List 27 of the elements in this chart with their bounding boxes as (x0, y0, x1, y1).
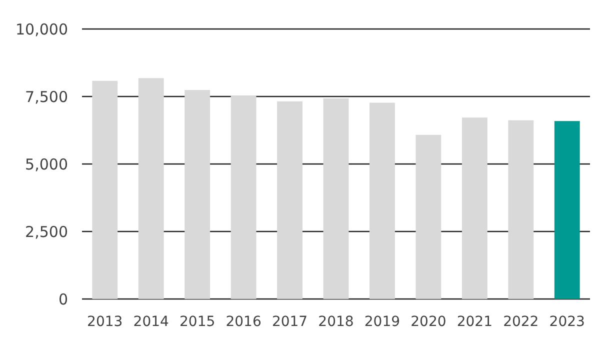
bar (416, 134, 442, 299)
x-tick-label: 2020 (410, 314, 446, 330)
bar (508, 120, 534, 299)
bar (370, 102, 395, 299)
y-tick-label: 7,500 (25, 88, 68, 106)
bar (554, 121, 580, 299)
x-tick-label: 2023 (549, 314, 585, 330)
x-tick-label: 2016 (226, 314, 262, 330)
y-tick-label: 0 (58, 290, 68, 308)
y-tick-label: 2,500 (25, 222, 68, 241)
bar (92, 80, 118, 299)
bar (277, 101, 302, 299)
bar (138, 78, 164, 299)
bar (184, 90, 210, 299)
bar (323, 98, 349, 299)
bar (230, 96, 256, 299)
y-tick-label: 5,000 (25, 155, 68, 174)
x-tick-label: 2021 (456, 314, 492, 330)
x-tick-label: 2019 (364, 314, 400, 330)
x-tick-label: 2018 (318, 314, 354, 330)
x-tick-label: 2013 (87, 314, 123, 330)
x-tick-label: 2015 (180, 314, 216, 330)
bar (462, 118, 488, 299)
x-tick-label: 2022 (503, 314, 539, 330)
y-tick-label: 10,000 (16, 20, 68, 38)
x-tick-label: 2014 (133, 314, 170, 330)
x-tick-label: 2017 (272, 314, 308, 330)
